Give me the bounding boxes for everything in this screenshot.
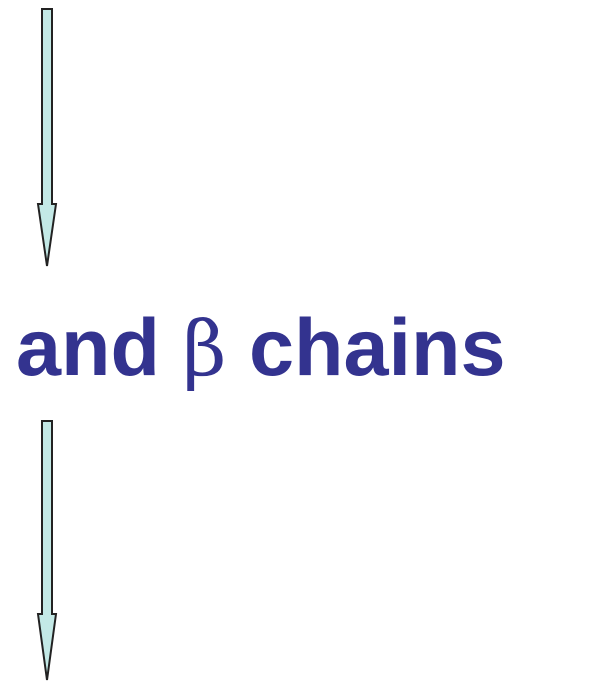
- down-arrow-top: [34, 8, 60, 270]
- down-arrow-bottom: [34, 420, 60, 684]
- diagram-label: and β chains: [16, 298, 606, 398]
- label-text-after: chains: [226, 303, 506, 393]
- down-arrow-icon: [36, 8, 58, 267]
- down-arrow-icon: [36, 420, 58, 681]
- beta-symbol: β: [182, 304, 227, 393]
- label-text-before: and: [16, 303, 183, 393]
